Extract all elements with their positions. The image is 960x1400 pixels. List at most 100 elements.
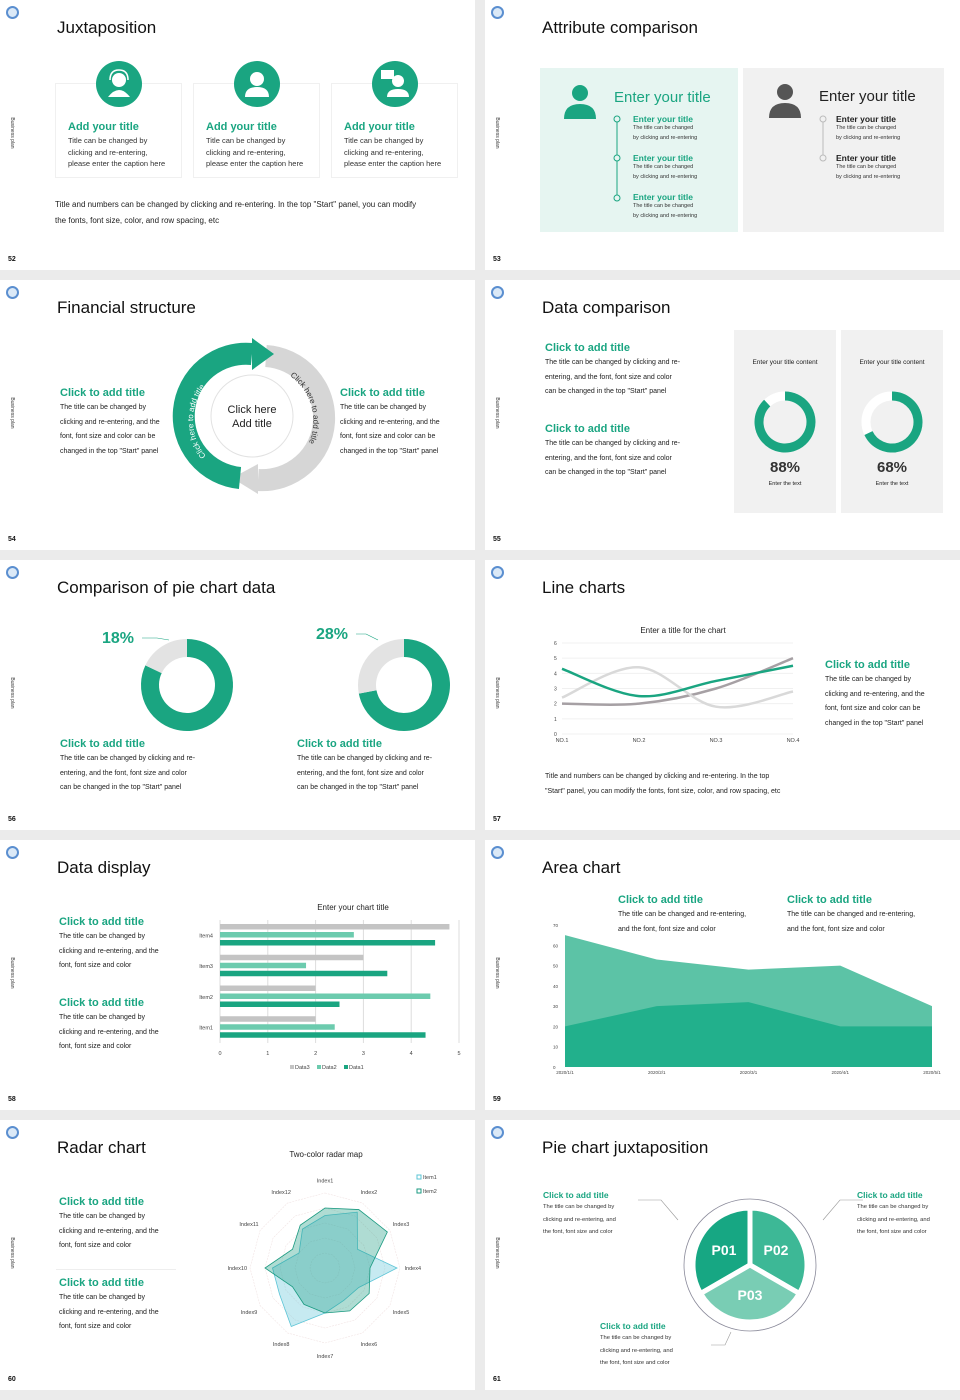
radar-chart: Index1 Index2 Index3 Index4 Index5 Index6 Inde… xyxy=(227,1174,437,1360)
center-title: Click here Add title xyxy=(227,404,277,430)
page-number: 54 xyxy=(8,536,16,543)
segmented-pie: P01 P02 P03 xyxy=(638,1198,863,1346)
text-block: Click to add title The title can be chang… xyxy=(618,894,747,933)
axis-label: Index4 xyxy=(404,1266,421,1272)
bar xyxy=(220,970,388,977)
panel-icons xyxy=(564,84,827,202)
x-tick-label: NO.2 xyxy=(633,738,646,744)
x-tick-label: 2020/4/1 xyxy=(831,1070,849,1075)
radar-ring xyxy=(309,1252,341,1284)
slide-title: Radar chart xyxy=(57,1138,146,1157)
page-number: 59 xyxy=(493,1096,501,1103)
y-tick-label: 30 xyxy=(553,1004,559,1009)
pie-segment xyxy=(697,1262,803,1325)
slide-60[interactable]: Business plan Radar chart Click to add t… xyxy=(0,1120,475,1390)
category-label: Item2 xyxy=(199,995,213,1001)
radar-series xyxy=(264,1207,388,1314)
y-tick-label: 3 xyxy=(554,687,557,693)
page-number: 56 xyxy=(8,816,16,823)
bar xyxy=(220,1001,340,1007)
bar xyxy=(220,1032,426,1038)
axis-label: Index9 xyxy=(241,1310,258,1316)
chart-title: Enter your chart title xyxy=(317,903,389,912)
footer-text: Title and numbers can be changed by clic… xyxy=(545,773,781,795)
customer-service-icon xyxy=(96,61,142,107)
text-block: Click to add title The title can be chang… xyxy=(60,738,196,791)
line-chart: 0 1 2 3 4 5 6 NO.1 NO.2 NO.3 NO.4 xyxy=(554,641,800,744)
bar xyxy=(220,954,364,961)
x-tick-label: 4 xyxy=(410,1051,413,1057)
slide-54[interactable]: Business plan Financial structure Click … xyxy=(0,280,475,550)
panel-heading: Enter your title xyxy=(614,89,711,106)
axis-label: Index6 xyxy=(361,1342,378,1348)
legend-swatch xyxy=(416,1188,422,1194)
axis-label: Index11 xyxy=(239,1222,258,1228)
text-block: Click to add title The title can be chang… xyxy=(59,1277,159,1330)
y-tick-label: 60 xyxy=(553,943,559,948)
logo-icon xyxy=(6,846,19,859)
slide-title: Area chart xyxy=(542,858,621,877)
axis-label: Index8 xyxy=(273,1342,290,1348)
panel-gray xyxy=(743,68,944,232)
card-title: Add your title Title can be changed by cli… xyxy=(206,121,304,168)
cycle-diagram[interactable]: Click here to add title Click here to ad… xyxy=(0,280,475,550)
slide-title: Line charts xyxy=(542,578,626,597)
slide-59[interactable]: Business plan Area chart 0 10 20 30 40 50 60 70… xyxy=(485,840,960,1110)
outer-ring xyxy=(683,1198,817,1332)
slide-title: Comparison of pie chart data xyxy=(57,578,276,597)
stat-card: Enter your title content 68% Enter the tex… xyxy=(841,330,943,513)
category-label: Item3 xyxy=(199,964,213,970)
slide-53[interactable]: Business plan Attribute comparison Enter… xyxy=(485,0,960,270)
slide-56[interactable]: Business plan Comparison of pie chart da… xyxy=(0,560,475,830)
segment-label: P03 xyxy=(738,1287,763,1303)
card-title: Add your title Title can be changed by cli… xyxy=(344,121,442,168)
connector-line xyxy=(822,1199,863,1221)
text-block: Click to add title The title can be chang… xyxy=(787,894,916,933)
slide-title: Data comparison xyxy=(542,298,671,317)
x-tick-label: NO.4 xyxy=(787,738,800,744)
text-block: Click to add title The title can be chang… xyxy=(857,1190,930,1235)
x-tick-label: 2020/3/1 xyxy=(740,1070,758,1075)
slide-52[interactable]: Business plan Juxtaposition Add your tit… xyxy=(0,0,475,270)
bar-chart: 0 1 2 3 4 5 Item1 Item2 Item3 Item4 Data3 Data2 Data… xyxy=(199,920,461,1071)
segment-label: P02 xyxy=(764,1242,789,1258)
timeline-item: Enter your title The title can be changed… xyxy=(633,153,698,180)
green-arrow-head xyxy=(252,338,274,370)
axis-label: Index3 xyxy=(393,1222,410,1228)
user-icon xyxy=(234,61,280,107)
bar xyxy=(220,932,354,938)
legend-swatch xyxy=(290,1065,294,1069)
area-series xyxy=(565,1002,932,1067)
slide-title: Attribute comparison xyxy=(542,18,698,37)
legend-label: Item1 xyxy=(423,1175,437,1181)
y-tick-label: 40 xyxy=(553,984,559,989)
slide-title: Financial structure xyxy=(57,298,196,317)
slide-57[interactable]: Business plan Line charts Enter a title … xyxy=(485,560,960,830)
legend-label: Data1 xyxy=(349,1065,364,1071)
text-block: Click to add title The title can be chang… xyxy=(59,997,159,1050)
timeline-item: Enter your title The title can be changed… xyxy=(836,114,901,141)
x-tick-label: NO.3 xyxy=(710,738,723,744)
text-block: Click to add title The title can be chang… xyxy=(297,738,433,791)
legend-swatch xyxy=(317,1065,321,1069)
logo-icon xyxy=(6,566,19,579)
logo-icon xyxy=(491,566,504,579)
y-tick-label: 20 xyxy=(553,1024,559,1029)
slide-title: Pie chart juxtaposition xyxy=(542,1138,709,1157)
slide-61[interactable]: Business plan Pie chart juxtaposition P0… xyxy=(485,1120,960,1390)
x-tick-label: 3 xyxy=(362,1051,365,1057)
slide-58[interactable]: Business plan Data display Click to add … xyxy=(0,840,475,1110)
donut-value-arc xyxy=(754,391,816,453)
y-tick-label: 4 xyxy=(554,671,557,677)
slide-55[interactable]: Business plan Data comparison Click to a… xyxy=(485,280,960,550)
pie-percent: 28% xyxy=(316,626,349,643)
legend-label: Item2 xyxy=(423,1189,437,1195)
gray-arrow-head xyxy=(232,464,258,494)
area-chart: 0 10 20 30 40 50 60 70 2020/1/1 2020/2/1 2020/3/1 2… xyxy=(553,923,941,1075)
legend-swatch xyxy=(344,1065,348,1069)
leader-line xyxy=(356,633,379,641)
x-tick-label: NO.1 xyxy=(556,738,569,744)
connector-line xyxy=(711,1331,732,1346)
leader-line xyxy=(142,637,170,641)
page-number: 58 xyxy=(8,1096,16,1103)
